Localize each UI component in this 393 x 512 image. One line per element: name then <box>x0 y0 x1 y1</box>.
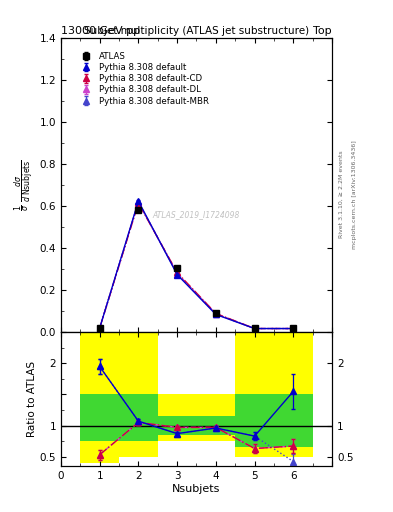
Bar <box>196 416 235 435</box>
Bar <box>274 332 313 457</box>
Bar <box>119 394 158 441</box>
Text: Rivet 3.1.10, ≥ 2.2M events: Rivet 3.1.10, ≥ 2.2M events <box>339 151 344 239</box>
Bar <box>158 416 196 435</box>
Text: mcplots.cern.ch [arXiv:1306.3436]: mcplots.cern.ch [arXiv:1306.3436] <box>352 140 357 249</box>
Bar <box>80 394 119 441</box>
Title: Subjet multiplicity (ATLAS jet substructure): Subjet multiplicity (ATLAS jet substruct… <box>84 26 309 36</box>
Y-axis label: Ratio to ATLAS: Ratio to ATLAS <box>27 361 37 437</box>
Bar <box>274 394 313 447</box>
Bar <box>235 332 274 457</box>
Text: ATLAS_2019_I1724098: ATLAS_2019_I1724098 <box>153 210 240 219</box>
Legend: ATLAS, Pythia 8.308 default, Pythia 8.308 default-CD, Pythia 8.308 default-DL, P: ATLAS, Pythia 8.308 default, Pythia 8.30… <box>73 49 213 109</box>
Text: 13000 GeV pp: 13000 GeV pp <box>61 26 140 36</box>
Bar <box>119 332 158 457</box>
Bar <box>80 332 119 463</box>
Text: Top: Top <box>314 26 332 36</box>
Y-axis label: $\frac{1}{\sigma}$ $\frac{d\sigma}{d\,\mathrm{Nsubjets}}$: $\frac{1}{\sigma}$ $\frac{d\sigma}{d\,\m… <box>13 159 37 211</box>
Bar <box>158 394 196 441</box>
Bar <box>235 394 274 447</box>
X-axis label: Nsubjets: Nsubjets <box>172 483 221 494</box>
Bar <box>196 394 235 441</box>
